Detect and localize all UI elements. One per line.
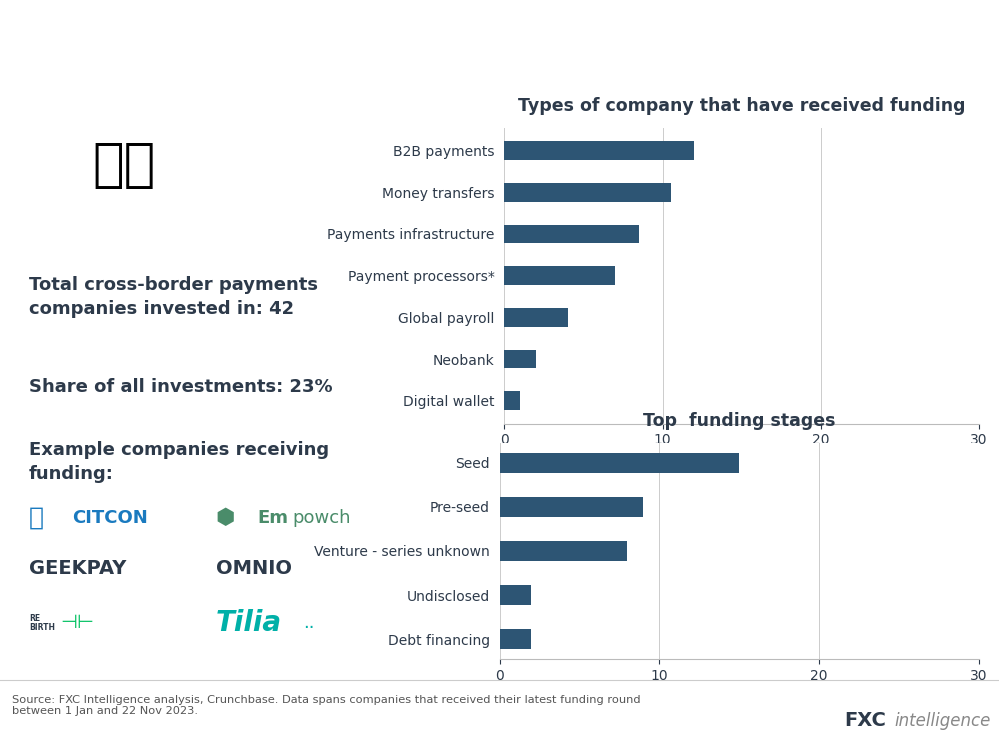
Text: ⊣⊢: ⊣⊢: [60, 613, 94, 632]
Text: GEEKPAY: GEEKPAY: [29, 560, 127, 578]
Text: 🇺🇸: 🇺🇸: [93, 139, 156, 191]
Text: Total cross-border payments
companies invested in: 42: Total cross-border payments companies in…: [29, 276, 318, 318]
Text: ..: ..: [303, 614, 314, 632]
Bar: [500, 497, 643, 517]
Text: Tilia: Tilia: [216, 609, 282, 637]
Bar: [500, 452, 739, 473]
Bar: [500, 629, 531, 649]
Text: Em: Em: [257, 509, 288, 527]
Title: Top  funding stages: Top funding stages: [643, 412, 835, 430]
Text: Example companies receiving
funding:: Example companies receiving funding:: [29, 440, 329, 483]
Text: intelligence: intelligence: [894, 712, 990, 730]
Title: Types of company that have received funding: Types of company that have received fund…: [518, 97, 965, 115]
Text: Share of all investments: 23%: Share of all investments: 23%: [29, 378, 333, 396]
Text: RE
BIRTH: RE BIRTH: [29, 613, 55, 632]
Bar: [504, 308, 567, 327]
Bar: [500, 541, 627, 561]
Bar: [504, 225, 639, 243]
Text: powch: powch: [293, 509, 351, 527]
Bar: [504, 350, 536, 369]
Bar: [504, 392, 520, 410]
Bar: [504, 141, 694, 160]
Bar: [504, 266, 615, 285]
Text: FXC: FXC: [844, 711, 886, 730]
Bar: [504, 183, 670, 201]
Text: ⬢: ⬢: [216, 508, 235, 527]
Text: Key data on the number 1 recipient of cross-border payment funding in 2023: Key data on the number 1 recipient of cr…: [13, 63, 737, 82]
Text: Cross-border payments funding in the US: Cross-border payments funding in the US: [13, 23, 693, 51]
Text: Ⓒ: Ⓒ: [29, 506, 44, 530]
Bar: [500, 585, 531, 605]
Text: Source: FXC Intelligence analysis, Crunchbase. Data spans companies that receive: Source: FXC Intelligence analysis, Crunc…: [12, 695, 640, 716]
Text: OMNIO: OMNIO: [216, 560, 292, 578]
Text: CITCON: CITCON: [73, 509, 148, 527]
